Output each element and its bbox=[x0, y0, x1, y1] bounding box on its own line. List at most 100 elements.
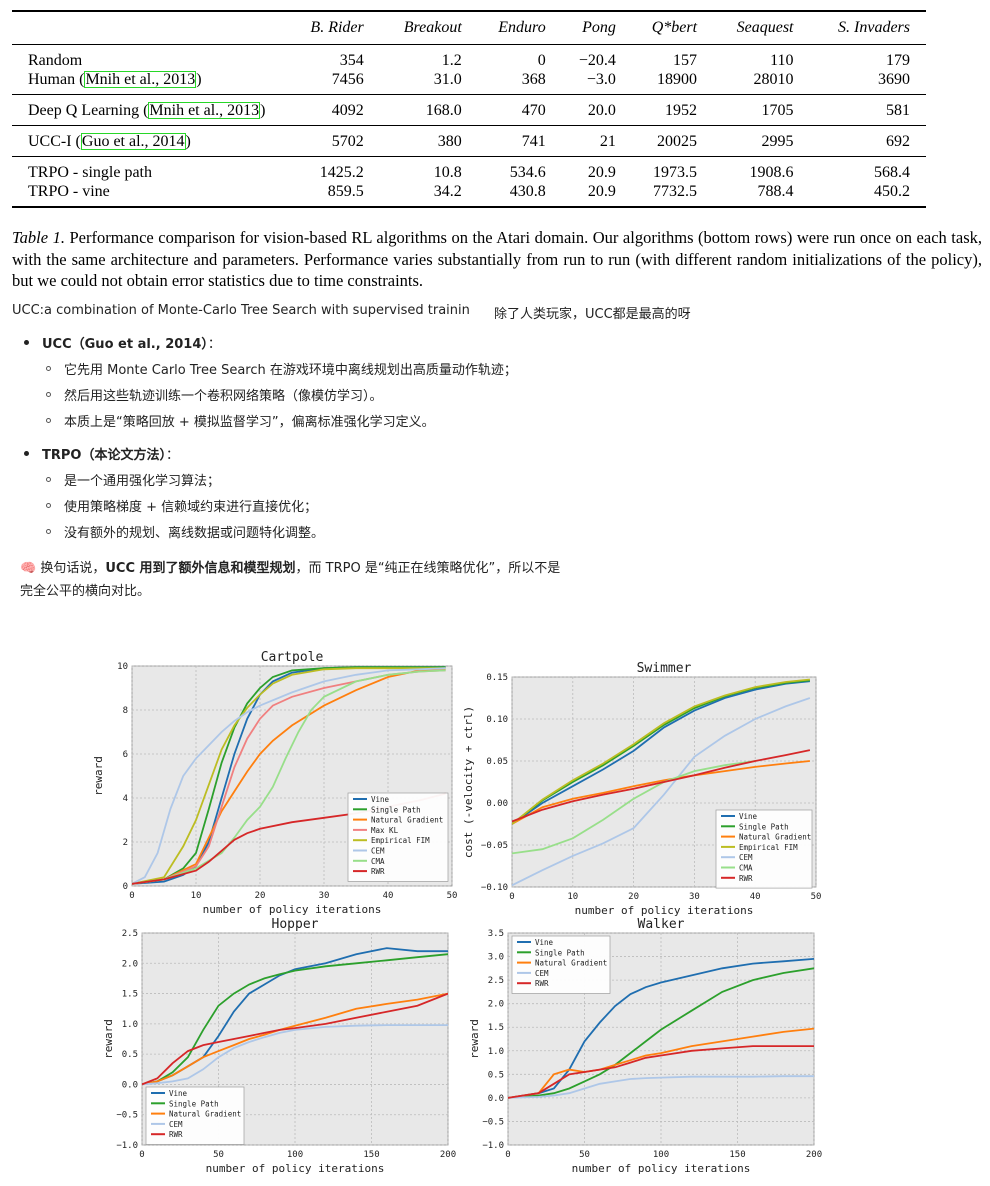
legend-label: RWR bbox=[739, 874, 753, 883]
score-cell: 581 bbox=[886, 102, 910, 119]
table-header-cell: Q*bert bbox=[651, 19, 698, 36]
score-cell: 4092 bbox=[331, 102, 364, 119]
table-header-cell: B. Rider bbox=[310, 19, 364, 36]
table-row: Random 354 1.2 0 −20.4 157 110 179 bbox=[12, 45, 926, 71]
series-line-single-path bbox=[132, 666, 446, 885]
y-tick-label: 0 bbox=[123, 882, 128, 892]
x-tick-label: 0 bbox=[505, 1150, 510, 1160]
series-line-natural-gradient bbox=[508, 1027, 814, 1099]
atari-results-table: B. Rider Breakout Enduro Pong Q*bert Sea… bbox=[12, 10, 926, 208]
legend-label: RWR bbox=[169, 1130, 183, 1139]
table-header-cell: Enduro bbox=[498, 19, 546, 36]
y-tick-label: 0.5 bbox=[122, 1050, 138, 1060]
score-cell: 859.5 bbox=[327, 183, 364, 200]
series-line-cem bbox=[142, 1024, 448, 1086]
legend-label: Max KL bbox=[371, 826, 399, 835]
table-row: TRPO - single path 1425.2 10.8 534.6 20.9 197… bbox=[12, 157, 926, 183]
y-tick-label: 6 bbox=[123, 750, 128, 760]
score-cell: 788.4 bbox=[757, 183, 794, 200]
legend-box bbox=[347, 792, 449, 882]
legend-label: Natural Gradient bbox=[739, 833, 811, 842]
citation-link[interactable]: Mnih et al., 2013 bbox=[84, 71, 197, 88]
x-tick-label: 10 bbox=[191, 891, 202, 901]
chart-title: Cartpole bbox=[261, 650, 324, 665]
x-tick-label: 200 bbox=[806, 1150, 822, 1160]
x-tick-label: 20 bbox=[628, 892, 639, 902]
score-cell: 21 bbox=[599, 133, 616, 150]
table-header-cell: Seaquest bbox=[736, 19, 794, 36]
score-cell: 168.0 bbox=[425, 102, 462, 119]
legend-label: Vine bbox=[739, 812, 758, 821]
x-tick-label: 150 bbox=[363, 1150, 379, 1160]
x-tick-label: 0 bbox=[139, 1150, 144, 1160]
ucc-item: 然后用这些轨迹训练一个卷积网络策略（像模仿学习）。 bbox=[64, 389, 383, 404]
y-tick-label: −0.5 bbox=[116, 1111, 138, 1121]
y-tick-label: 8 bbox=[123, 706, 128, 716]
score-cell: 0 bbox=[537, 52, 546, 69]
y-tick-label: 2 bbox=[123, 838, 128, 848]
score-cell: −20.4 bbox=[578, 52, 616, 69]
y-axis-label: reward bbox=[92, 756, 105, 796]
x-tick-label: 20 bbox=[255, 891, 266, 901]
table-header-cell: S. Invaders bbox=[838, 19, 910, 36]
score-cell: 157 bbox=[673, 52, 698, 69]
table-row: Deep Q Learning (Mnih et al., 2013) 4092 1… bbox=[12, 95, 926, 126]
y-tick-label: −0.10 bbox=[481, 883, 508, 893]
algorithm-name: Human (Mnih et al., 2013) bbox=[28, 71, 202, 88]
legend-label: Natural Gradient bbox=[371, 816, 443, 825]
score-cell: 470 bbox=[521, 102, 546, 119]
algorithm-name: TRPO - vine bbox=[28, 183, 110, 200]
y-tick-label: 4 bbox=[123, 794, 128, 804]
rl-results-figure: 0 10 20 30 40 50 0 2 4 6 8 10 Cartpole number of poli… bbox=[92, 650, 822, 1175]
citation-link[interactable]: Guo et al., 2014 bbox=[80, 133, 186, 150]
trpo-item: 没有额外的规划、离线数据或问题特化调整。 bbox=[64, 526, 325, 541]
table-header-cell: Breakout bbox=[403, 19, 462, 36]
x-tick-label: 50 bbox=[811, 892, 822, 902]
table-row-group: Random 354 1.2 0 −20.4 157 110 179 Human (Mnih e… bbox=[12, 45, 926, 95]
score-cell: 34.2 bbox=[433, 183, 462, 200]
algorithm-name: Random bbox=[28, 52, 83, 69]
legend-label: CMA bbox=[739, 864, 753, 873]
legend-label: CEM bbox=[371, 847, 385, 856]
trpo-item: 是一个通用强化学习算法； bbox=[64, 474, 221, 489]
score-cell: 1952 bbox=[665, 102, 698, 119]
series-line-vine bbox=[512, 680, 810, 825]
legend-label: Empirical FIM bbox=[371, 836, 430, 845]
y-tick-label: 2.0 bbox=[488, 1000, 504, 1010]
legend-label: Single Path bbox=[739, 822, 789, 831]
y-tick-label: −1.0 bbox=[482, 1141, 504, 1151]
y-tick-label: 0.15 bbox=[486, 673, 508, 683]
score-cell: 28010 bbox=[753, 71, 794, 88]
y-tick-label: 3.0 bbox=[488, 953, 504, 963]
citation-link[interactable]: Mnih et al., 2013 bbox=[148, 102, 261, 119]
x-tick-label: 40 bbox=[750, 892, 761, 902]
y-tick-label: 0.0 bbox=[122, 1080, 138, 1090]
sub-bullet bbox=[46, 529, 51, 534]
legend-label: CMA bbox=[371, 857, 385, 866]
bullet-dot bbox=[24, 340, 29, 345]
series-line-natural-gradient bbox=[512, 760, 810, 825]
chart-title: Hopper bbox=[272, 917, 319, 932]
table-header-cell: Pong bbox=[582, 19, 616, 36]
y-axis-label: cost (-velocity + ctrl) bbox=[462, 706, 475, 858]
x-tick-label: 200 bbox=[440, 1150, 456, 1160]
score-cell: 20025 bbox=[657, 133, 698, 150]
summary-line-2: 完全公平的横向对比。 bbox=[20, 584, 151, 599]
series-line-empirical-fim bbox=[132, 667, 446, 885]
score-cell: 380 bbox=[437, 133, 462, 150]
x-tick-label: 100 bbox=[653, 1150, 669, 1160]
series-line-cem bbox=[512, 697, 811, 887]
legend-label: Vine bbox=[169, 1089, 188, 1098]
series-line-natural-gradient bbox=[142, 992, 448, 1086]
x-tick-label: 30 bbox=[689, 892, 700, 902]
score-cell: 1705 bbox=[761, 102, 794, 119]
y-tick-label: 3.5 bbox=[488, 929, 504, 939]
series-line-rwr bbox=[512, 749, 811, 823]
x-tick-label: 0 bbox=[129, 891, 134, 901]
score-cell: 20.9 bbox=[587, 183, 616, 200]
ucc-heading: UCC（Guo et al., 2014）： bbox=[42, 337, 221, 352]
brain-icon: 🧠 bbox=[20, 561, 37, 576]
sub-bullet bbox=[46, 366, 51, 371]
chart-title: Swimmer bbox=[637, 661, 692, 676]
x-tick-label: 30 bbox=[319, 891, 330, 901]
